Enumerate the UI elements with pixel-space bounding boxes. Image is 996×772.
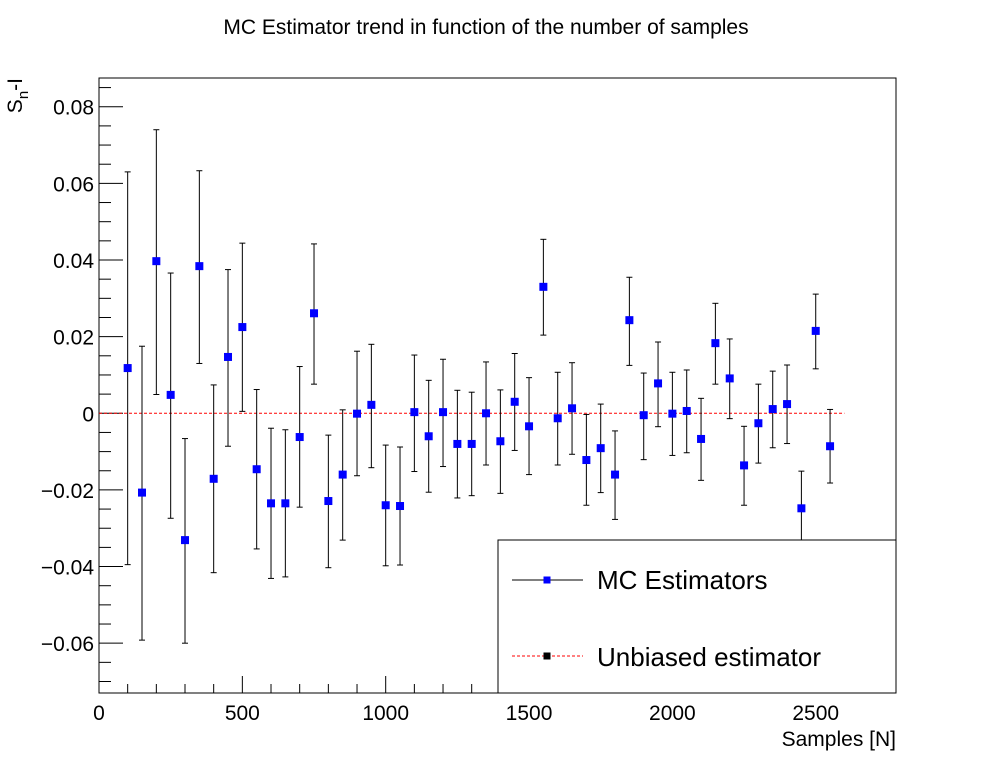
x-tick-label: 500 bbox=[225, 702, 260, 725]
legend: MC Estimators Unbiased estimator bbox=[497, 539, 897, 694]
data-point bbox=[510, 397, 519, 406]
y-axis-title-main: S bbox=[4, 99, 27, 113]
svg-text:Sn-I: Sn-I bbox=[4, 78, 32, 113]
data-point bbox=[166, 390, 175, 399]
data-point bbox=[525, 422, 534, 431]
data-point bbox=[725, 374, 734, 383]
data-point bbox=[582, 456, 591, 465]
data-point bbox=[238, 323, 247, 332]
x-axis-title: Samples [N] bbox=[782, 728, 896, 751]
data-point bbox=[453, 439, 462, 448]
data-point bbox=[439, 408, 448, 417]
data-point bbox=[353, 409, 362, 418]
data-point bbox=[654, 379, 663, 388]
data-point bbox=[195, 262, 204, 271]
data-point bbox=[281, 499, 290, 508]
data-point bbox=[482, 409, 491, 418]
y-tick-label: 0.06 bbox=[53, 173, 94, 196]
data-point bbox=[539, 282, 548, 291]
data-point bbox=[181, 536, 190, 545]
legend-entry-mc-estimators: MC Estimators bbox=[512, 565, 767, 595]
data-point bbox=[639, 411, 648, 420]
data-point bbox=[611, 470, 620, 479]
y-tick-label: 0 bbox=[82, 403, 94, 426]
data-point bbox=[711, 339, 720, 348]
data-point bbox=[754, 419, 763, 428]
x-tick-label: 1000 bbox=[362, 702, 409, 725]
y-axis-tick-labels: −0.06 −0.04 −0.02 0 0.02 0.04 0.06 0.08 bbox=[41, 97, 94, 656]
legend-marker-mc-estimators bbox=[543, 576, 551, 584]
y-axis-title-suffix: -I bbox=[4, 78, 27, 91]
data-point bbox=[295, 433, 304, 442]
data-point bbox=[682, 406, 691, 415]
y-tick-label: 0.04 bbox=[53, 250, 94, 273]
data-point bbox=[152, 257, 161, 266]
data-point bbox=[123, 364, 132, 373]
data-point bbox=[252, 465, 261, 474]
x-tick-label: 2000 bbox=[649, 702, 696, 725]
data-point bbox=[496, 437, 505, 446]
y-axis-title: Sn-I bbox=[4, 78, 32, 113]
data-point bbox=[740, 461, 749, 470]
y-axis-ticks bbox=[99, 87, 123, 683]
x-axis-tick-labels: 0 500 1000 1500 2000 2500 bbox=[93, 702, 839, 725]
y-tick-label: 0.08 bbox=[53, 97, 94, 120]
data-point bbox=[209, 474, 218, 483]
legend-label-mc-estimators: MC Estimators bbox=[597, 565, 767, 595]
data-point bbox=[625, 316, 634, 325]
data-point bbox=[424, 432, 433, 441]
legend-marker-unbiased-estimator bbox=[543, 652, 551, 660]
data-point bbox=[668, 409, 677, 418]
data-point bbox=[224, 352, 233, 361]
data-point bbox=[596, 444, 605, 453]
y-axis-title-subscript: n bbox=[15, 91, 32, 99]
data-point bbox=[467, 439, 476, 448]
data-point bbox=[783, 400, 792, 409]
data-point bbox=[310, 309, 319, 318]
data-point bbox=[826, 442, 835, 451]
data-point bbox=[338, 470, 347, 479]
x-tick-label: 1500 bbox=[506, 702, 553, 725]
x-tick-label: 0 bbox=[93, 702, 105, 725]
data-point bbox=[797, 504, 806, 513]
data-point bbox=[381, 501, 390, 510]
mc-estimator-markers bbox=[123, 257, 835, 545]
y-tick-label: −0.02 bbox=[41, 480, 94, 503]
data-point bbox=[568, 404, 577, 413]
data-point bbox=[553, 414, 562, 423]
data-point bbox=[324, 497, 333, 506]
x-tick-label: 2500 bbox=[792, 702, 839, 725]
data-point bbox=[138, 488, 147, 497]
data-point bbox=[811, 326, 820, 335]
data-point bbox=[367, 400, 376, 409]
data-point bbox=[410, 408, 419, 417]
data-point bbox=[697, 434, 706, 443]
chart-title: MC Estimator trend in function of the nu… bbox=[223, 16, 748, 39]
data-point bbox=[768, 405, 777, 414]
y-tick-label: −0.04 bbox=[41, 557, 94, 580]
data-point bbox=[396, 502, 405, 511]
y-tick-label: 0.02 bbox=[53, 327, 94, 350]
y-tick-label: −0.06 bbox=[41, 633, 94, 656]
legend-label-unbiased-estimator: Unbiased estimator bbox=[597, 642, 821, 672]
legend-entry-unbiased-estimator: Unbiased estimator bbox=[512, 642, 821, 672]
data-point bbox=[267, 499, 276, 508]
